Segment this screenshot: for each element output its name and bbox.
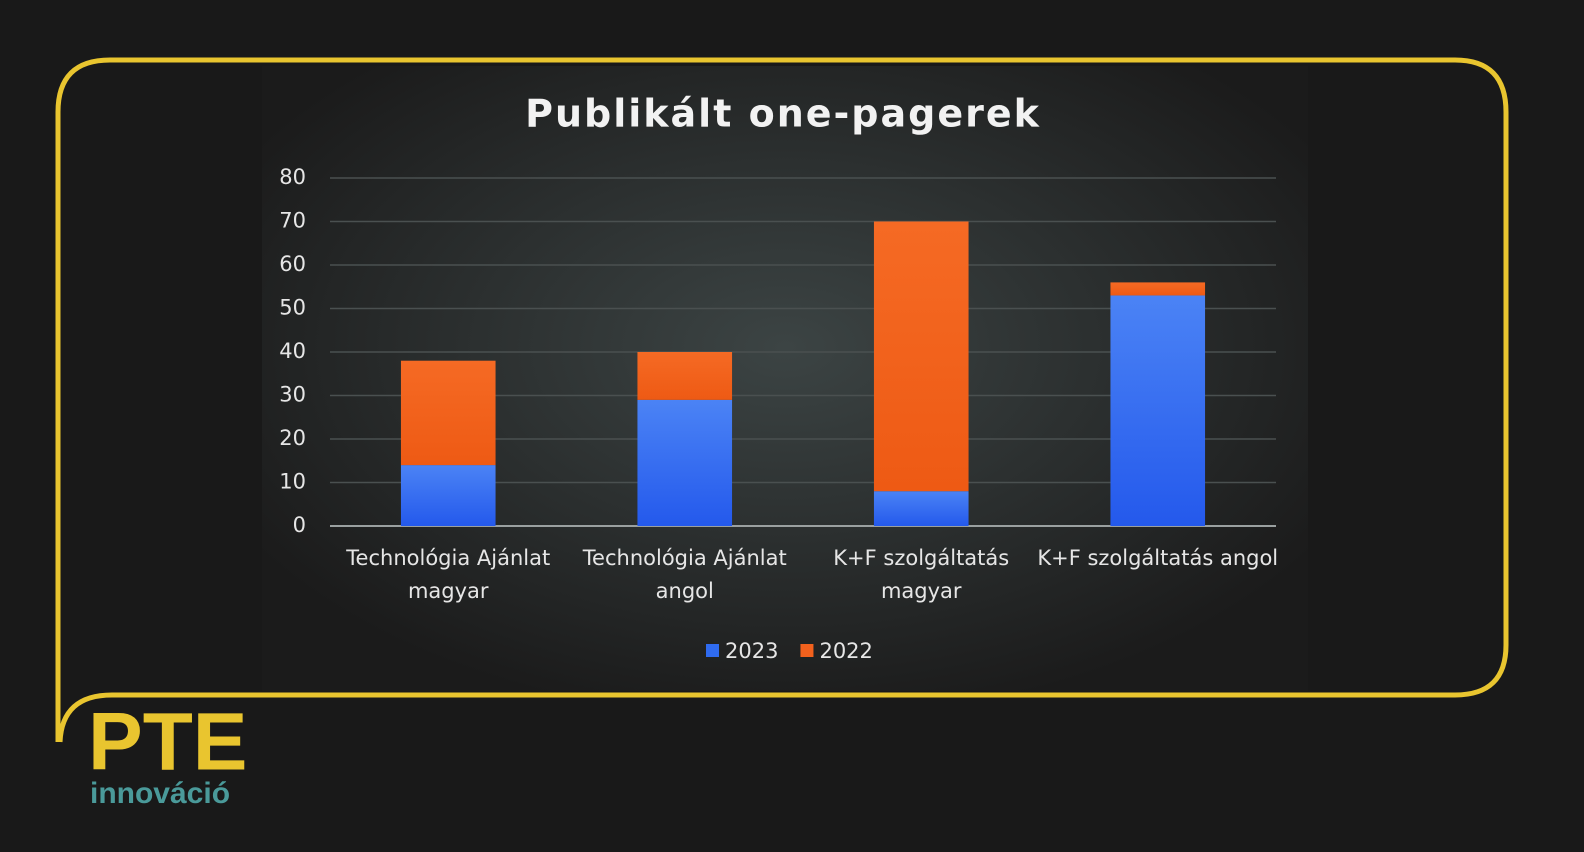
bar-segment [400,465,496,526]
bar-segment [637,352,733,400]
bar-segment [1110,295,1206,526]
x-tick-label-box: K+F szolgáltatás angol [1037,546,1279,570]
y-tick-label: 0 [293,513,306,537]
legend-swatch [800,644,814,657]
frame [55,57,1509,743]
y-tick-label: 10 [279,470,306,494]
x-tick-label: Technológia Ajánlat magyar [346,546,551,603]
x-tick-label-box: K+F szolgáltatás magyar [833,546,1010,603]
y-tick-label: 80 [279,165,306,189]
legend-label: 2022 [819,639,872,663]
logo-subtitle: innováció [90,777,230,810]
x-tick-label: K+F szolgáltatás angol [1037,546,1279,570]
x-tick-label: Technológia Ajánlat angol [582,546,787,603]
x-tick-label: K+F szolgáltatás magyar [833,546,1010,603]
x-tick-label-box: Technológia Ajánlat angol [582,546,787,603]
chart-title: Publikált one-pagerek [525,92,1041,136]
y-tick-label: 60 [279,252,306,276]
y-tick-label: 20 [279,426,306,450]
bar-segment [873,491,969,526]
y-tick-label: 40 [279,339,306,363]
y-tick-label: 70 [279,209,306,233]
bar-segment [873,221,969,492]
y-tick-label: 30 [279,383,306,407]
y-tick-label: 50 [279,296,306,320]
bar-segment [1110,282,1206,296]
x-tick-label-box: Technológia Ajánlat magyar [346,546,551,603]
bar-segment [637,399,733,526]
bar-segment [400,360,496,466]
legend-label: 2023 [725,639,778,663]
legend-swatch [706,644,719,657]
logo-name: PTE [88,697,247,788]
